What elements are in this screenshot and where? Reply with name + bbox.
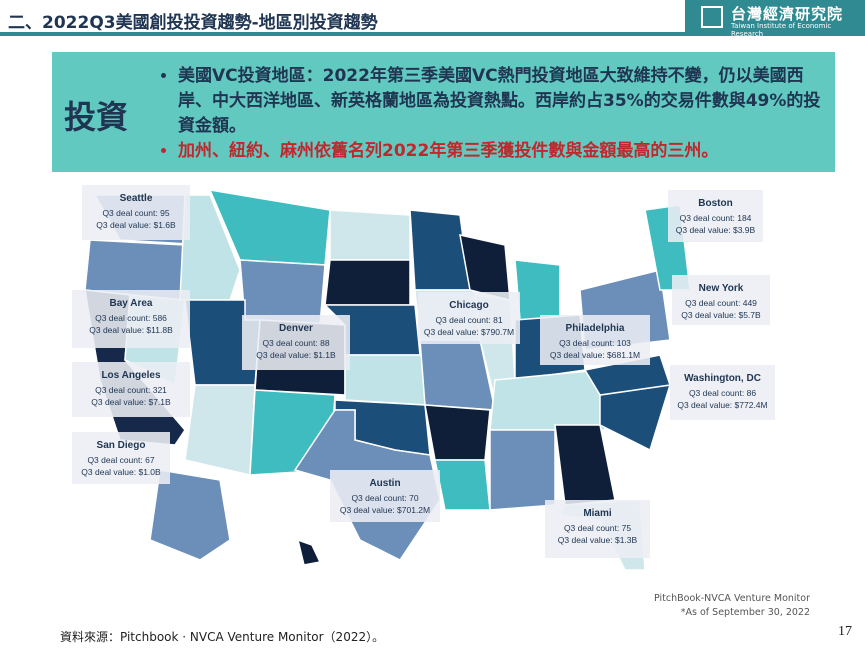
callout-city: Boston [698, 198, 732, 209]
callout: Boston Q3 deal count: 184 Q3 deal value: $… [668, 190, 763, 242]
callout: Washington, DC Q3 deal count: 86 Q3 deal v… [670, 365, 775, 420]
callout: Bay Area Q3 deal count: 586 Q3 deal value:… [72, 290, 190, 348]
callouts: Seattle Q3 deal count: 95 Q3 deal value: $… [72, 185, 775, 558]
callout-city: Austin [369, 478, 400, 489]
callout-city: Chicago [449, 300, 488, 311]
state [599, 384, 672, 452]
callout-box [545, 500, 650, 558]
callout: San Diego Q3 deal count: 67 Q3 deal value:… [72, 432, 170, 484]
us-map: Seattle Q3 deal count: 95 Q3 deal value: $… [72, 185, 775, 571]
source: 資料來源：Pitchbook · NVCA Venture Monitor（20… [60, 630, 385, 644]
state [554, 424, 616, 506]
callout: New York Q3 deal count: 449 Q3 deal value:… [672, 275, 770, 325]
state [149, 469, 231, 561]
callout-value: Q3 deal value: $11.8B [89, 325, 173, 335]
callout-count: Q3 deal count: 95 [102, 208, 169, 218]
callout-city: Seattle [120, 193, 153, 204]
callout-box [72, 362, 190, 417]
callout-city: Denver [279, 323, 313, 334]
state [184, 384, 256, 476]
state [424, 404, 491, 461]
callout-count: Q3 deal count: 81 [435, 315, 502, 325]
summary-box: 投資 美國VC投資地區：2022年第三季美國VC熱門投資地區大致維持不變，仍以美… [52, 52, 835, 172]
state [296, 538, 322, 566]
state [329, 209, 411, 261]
logo-name: 台灣經濟研究院 [731, 5, 844, 23]
callout-count: Q3 deal count: 103 [559, 338, 631, 348]
callout-box [82, 185, 190, 240]
callout-value: Q3 deal value: $1.1B [256, 350, 336, 360]
note-line: PitchBook-NVCA Venture Monitor [653, 593, 810, 604]
callout-count: Q3 deal count: 184 [680, 213, 752, 223]
callout-box [242, 315, 350, 370]
state [324, 259, 411, 306]
callout-city: Philadelphia [566, 323, 625, 334]
callout-value: Q3 deal value: $790.7M [424, 327, 514, 337]
callout-box [668, 190, 763, 242]
state [179, 194, 241, 301]
callout-count: Q3 deal count: 67 [87, 455, 154, 465]
callout-value: Q3 deal value: $3.9B [676, 225, 756, 235]
state [344, 354, 426, 406]
summary-label: 投資 [64, 98, 129, 136]
callout-count: Q3 deal count: 70 [351, 493, 418, 503]
callout-value: Q3 deal value: $681.1M [550, 350, 640, 360]
bullet: 加州、紐約、麻州依舊名列2022年第三季獲投件數與金額最高的三州。 [178, 139, 828, 164]
state [514, 259, 561, 321]
header-rule [0, 32, 865, 36]
callout-value: Q3 deal value: $1.6B [96, 220, 176, 230]
callout-city: Miami [583, 508, 612, 519]
callout: Miami Q3 deal count: 75 Q3 deal value: $1.… [545, 500, 650, 558]
note-line: *As of September 30, 2022 [680, 607, 810, 618]
callout-count: Q3 deal count: 75 [564, 523, 631, 533]
callout-box [72, 290, 190, 348]
callout: Austin Q3 deal count: 70 Q3 deal value: $7… [330, 470, 440, 522]
callout-count: Q3 deal count: 88 [262, 338, 329, 348]
callout-city: New York [699, 283, 744, 294]
bullet: 美國VC投資地區：2022年第三季美國VC熱門投資地區大致維持不變，仍以美國西岸… [178, 64, 828, 139]
callout: Chicago Q3 deal count: 81 Q3 deal value: $… [418, 292, 520, 344]
bullet-list: 美國VC投資地區：2022年第三季美國VC熱門投資地區大致維持不變，仍以美國西岸… [160, 64, 828, 164]
callout-city: Washington, DC [684, 373, 761, 384]
callout-box [540, 315, 650, 365]
callout-value: Q3 deal value: $701.2M [340, 505, 430, 515]
callout: Los Angeles Q3 deal count: 321 Q3 deal val… [72, 362, 190, 417]
logo-mark [701, 6, 723, 28]
callout-value: Q3 deal value: $7.1B [91, 397, 171, 407]
logo-name-en: Taiwan Institute of Economic Research [731, 22, 832, 38]
callout-count: Q3 deal count: 449 [685, 298, 757, 308]
state [489, 369, 606, 431]
callout-city: Bay Area [110, 298, 153, 309]
callout-city: Los Angeles [101, 370, 161, 381]
state [409, 209, 471, 291]
callout-box [330, 470, 440, 522]
callout-count: Q3 deal count: 321 [95, 385, 167, 395]
callout-value: Q3 deal value: $772.4M [677, 400, 767, 410]
callout-box [670, 365, 775, 420]
state [489, 429, 556, 511]
callout: Seattle Q3 deal count: 95 Q3 deal value: $… [82, 185, 190, 240]
callout-box [418, 292, 520, 344]
map-note: PitchBook-NVCA Venture Monitor *As of Se… [600, 592, 810, 620]
callout-box [672, 275, 770, 325]
callout: Philadelphia Q3 deal count: 103 Q3 deal va… [540, 315, 650, 365]
slide-title: 二、2022Q3美國創投投資趨勢-地區別投資趨勢 [8, 13, 378, 33]
callout: Denver Q3 deal count: 88 Q3 deal value: $1… [242, 315, 350, 370]
page-number: 17 [838, 624, 852, 639]
callout-value: Q3 deal value: $5.7B [681, 310, 761, 320]
callout-value: Q3 deal value: $1.0B [81, 467, 161, 477]
callout-value: Q3 deal value: $1.3B [558, 535, 638, 545]
callout-count: Q3 deal count: 586 [95, 313, 167, 323]
state [434, 459, 491, 511]
logo: 台灣經濟研究院 Taiwan Institute of Economic Res… [685, 0, 865, 38]
callout-box [72, 432, 170, 484]
callout-count: Q3 deal count: 86 [689, 388, 756, 398]
callout-city: San Diego [97, 440, 146, 451]
